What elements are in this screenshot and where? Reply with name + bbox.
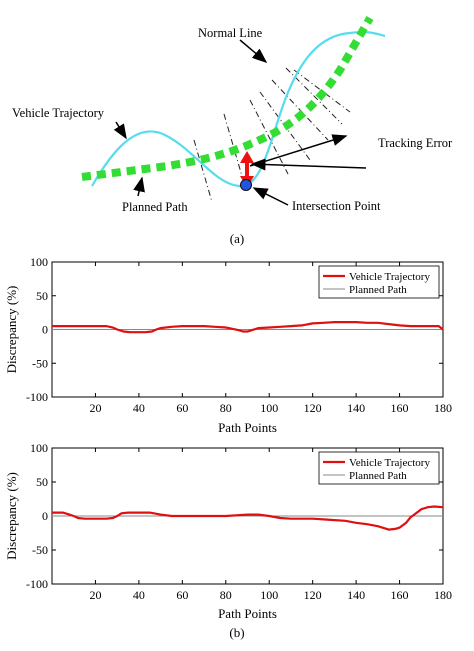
y-tick-label: -100 <box>26 390 48 404</box>
x-tick-label: 60 <box>176 588 188 602</box>
series-line-vehicle-trajectory <box>52 321 444 334</box>
legend-entry: Planned Path <box>349 284 407 296</box>
x-axis-label: Path Points <box>218 606 277 621</box>
legend-entry: Planned Path <box>349 470 407 482</box>
x-tick-label: 20 <box>89 588 101 602</box>
y-tick-label: -50 <box>32 543 48 557</box>
x-tick-label: 40 <box>133 588 145 602</box>
discrepancy-chart-2: 100 50 0 -50 -100 20 40 60 80 100 120 140 160 180 Path… <box>4 441 452 621</box>
y-tick-label: -100 <box>26 577 48 591</box>
series-line-vehicle-trajectory <box>52 505 444 531</box>
y-tick-label: 0 <box>42 509 48 523</box>
x-tick-label: 20 <box>89 401 101 415</box>
planned-path-label: Planned Path <box>122 200 188 214</box>
x-tick-label: 60 <box>176 401 188 415</box>
discrepancy-chart-1: 100 50 0 -50 -100 20 40 60 80 100 120 140 160 180 Path… <box>4 255 452 435</box>
x-tick-label: 160 <box>391 588 409 602</box>
vehicle-trajectory-curve <box>91 30 386 188</box>
planned-path-line <box>81 16 374 181</box>
y-tick-label: 50 <box>36 289 48 303</box>
tracking-diagram: Normal Line Vehicle Trajectory Tracking … <box>12 16 453 246</box>
planned-path-pointer <box>133 176 145 197</box>
x-tick-label: 120 <box>304 401 322 415</box>
normal-line-label: Normal Line <box>198 26 263 40</box>
y-tick-label: -50 <box>32 356 48 370</box>
x-tick-label: 140 <box>347 401 365 415</box>
intersection-point-marker <box>240 179 252 191</box>
error-arrow-head-up <box>240 151 254 163</box>
legend-entry: Vehicle Trajectory <box>349 457 430 469</box>
x-tick-label: 140 <box>347 588 365 602</box>
tracking-error-arrow <box>249 134 348 167</box>
normal-line-pointer <box>239 39 268 63</box>
x-tick-label: 160 <box>391 401 409 415</box>
x-tick-label: 80 <box>220 401 232 415</box>
y-tick-label: 100 <box>30 255 48 269</box>
x-tick-label: 100 <box>260 588 278 602</box>
x-tick-label: 40 <box>133 401 145 415</box>
vehicle-trajectory-label: Vehicle Trajectory <box>12 106 105 120</box>
normal-line-5 <box>271 79 329 141</box>
x-tick-label: 120 <box>304 588 322 602</box>
tracking-error-pointer <box>250 158 367 171</box>
legend-entry: Vehicle Trajectory <box>349 271 430 283</box>
intersection-point-label: Intersection Point <box>292 199 381 213</box>
legend-box <box>318 451 440 485</box>
y-axis-label: Discrepancy (%) <box>4 286 19 374</box>
x-tick-label: 80 <box>220 588 232 602</box>
x-axis-label: Path Points <box>218 420 277 435</box>
trajectory-pointer <box>113 121 127 140</box>
caption-a: (a) <box>230 231 244 246</box>
x-tick-label: 180 <box>434 588 452 602</box>
x-tick-label: 180 <box>434 401 452 415</box>
x-tick-label: 100 <box>260 401 278 415</box>
y-tick-label: 100 <box>30 441 48 455</box>
tracking-error-label: Tracking Error <box>378 136 453 150</box>
y-tick-label: 0 <box>42 323 48 337</box>
intersection-pointer <box>252 187 289 206</box>
caption-b: (b) <box>229 625 244 640</box>
y-tick-label: 50 <box>36 475 48 489</box>
normal-line-3 <box>249 99 289 175</box>
y-axis-label: Discrepancy (%) <box>4 472 19 560</box>
normal-line-1 <box>193 139 213 203</box>
legend-box <box>318 265 440 299</box>
